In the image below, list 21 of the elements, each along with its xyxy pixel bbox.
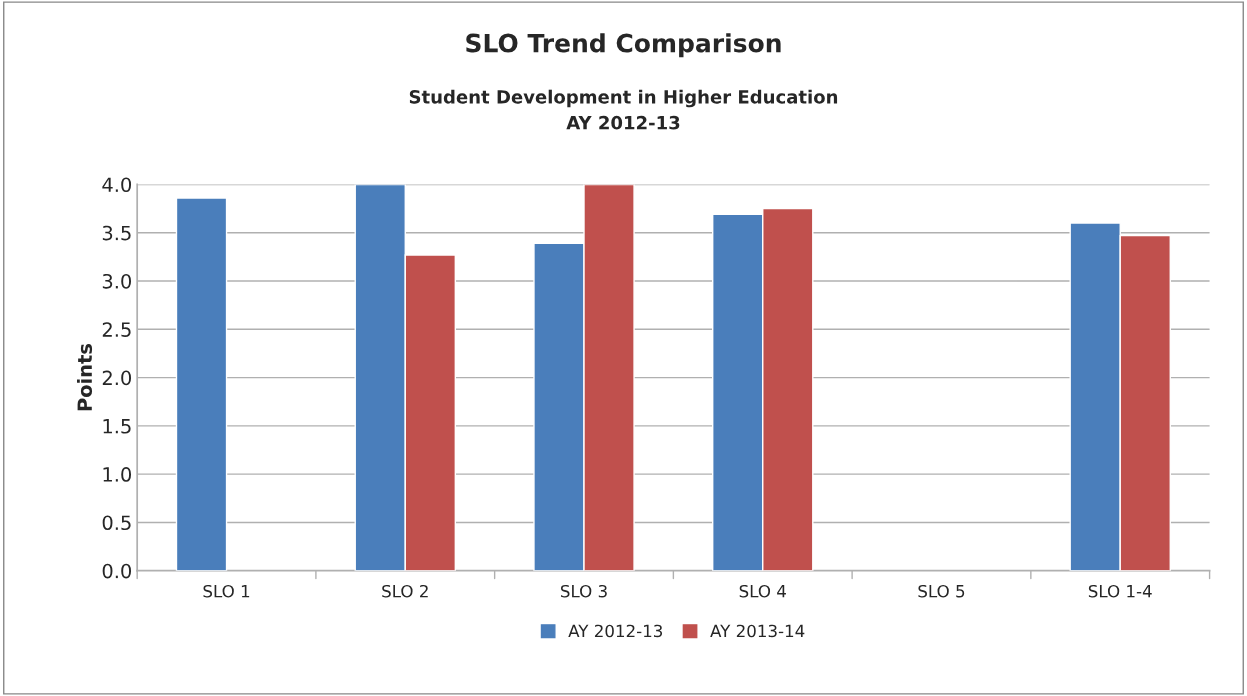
x-tick-label: SLO 1-4 (1088, 584, 1152, 598)
legend-label: AY 2013-14 (710, 624, 805, 638)
y-tick-label: 2.5 (102, 322, 131, 337)
x-tick-label: SLO 5 (918, 584, 965, 598)
chart-title: SLO Trend Comparison (466, 33, 781, 58)
y-tick-label: 2.0 (102, 370, 132, 386)
x-tick-label: SLO 2 (382, 584, 428, 598)
x-tick-label: SLO 1 (203, 584, 250, 598)
y-tick-label: 1.0 (103, 467, 132, 482)
y-tick-label: 0.0 (102, 563, 132, 579)
chart-subtitle: Student Development in Higher Education AY 2012-13 (409, 89, 838, 130)
x-tick-label: SLO 4 (739, 584, 786, 598)
y-tick-label: 0.5 (102, 515, 131, 531)
bar (175, 197, 228, 571)
y-tick-label: 4.0 (102, 177, 132, 193)
legend-label: AY 2012-13 (568, 624, 663, 638)
y-axis-title: Points (77, 344, 93, 411)
x-tick-label: SLO 3 (560, 584, 607, 598)
y-tick-label: 3.0 (102, 273, 132, 289)
y-tick-label: 1.5 (103, 419, 131, 434)
y-tick-label: 3.5 (102, 225, 131, 241)
